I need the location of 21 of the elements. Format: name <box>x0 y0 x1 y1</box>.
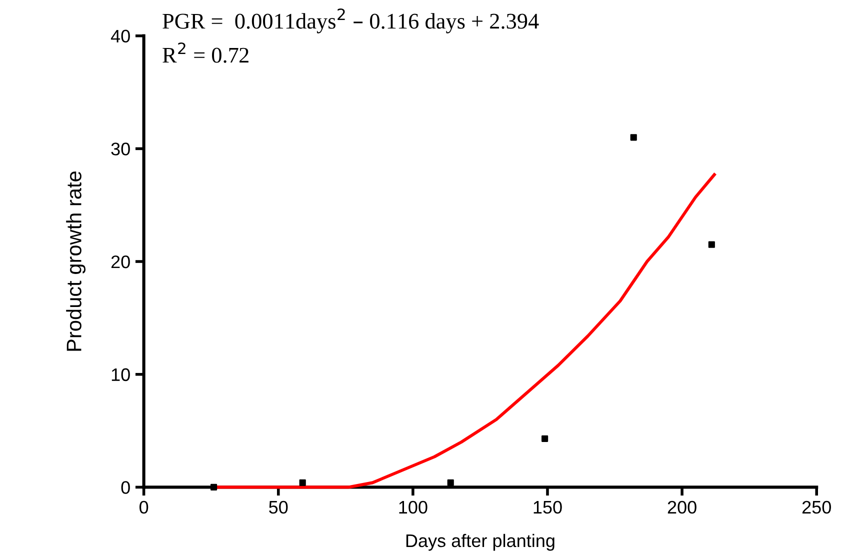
y-tick-label: 20 <box>111 255 130 268</box>
text: PGR = 0.0011days$^{2}$ – 0.116 days + 2.394 <box>162 8 539 34</box>
x-tick-label: 50 <box>269 500 288 514</box>
point <box>630 134 637 141</box>
x-axis-title: Days after planting <box>406 534 554 551</box>
y-axis-title: Product growth rate <box>66 172 86 351</box>
point <box>299 479 306 486</box>
x-tick-label: 0 <box>139 500 148 514</box>
point <box>210 484 218 490</box>
point <box>542 435 548 442</box>
y-tick-label: 0 <box>121 481 130 494</box>
y-tick-label: 30 <box>111 142 130 156</box>
x-tick-label: 200 <box>668 500 696 514</box>
x-tick-label: 150 <box>534 500 562 514</box>
x-tick-label: 250 <box>802 500 831 514</box>
annotation: R$^{2}$ = 0.72 <box>162 42 248 63</box>
y-tick-label: 40 <box>110 30 130 43</box>
x-tick-label: 100 <box>399 500 428 514</box>
point <box>447 479 454 486</box>
point <box>708 241 715 248</box>
y-tick-label: 10 <box>112 368 130 382</box>
